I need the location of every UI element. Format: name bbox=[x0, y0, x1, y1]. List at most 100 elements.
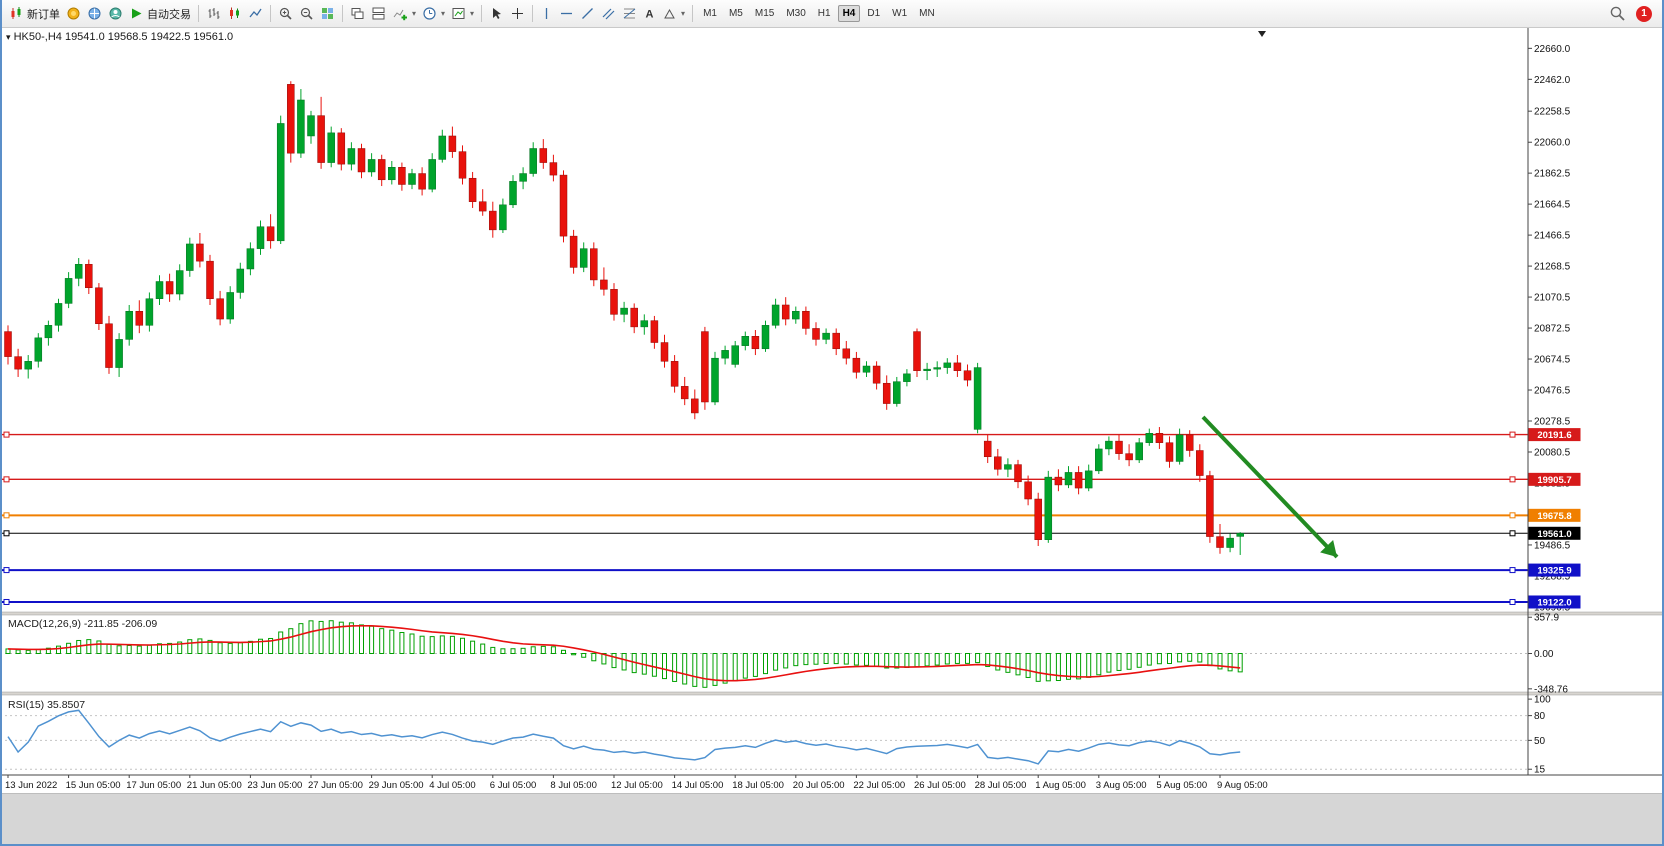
crosshair-button[interactable] bbox=[507, 3, 528, 25]
cursor-icon bbox=[493, 8, 502, 19]
window-footer bbox=[0, 793, 1664, 846]
toolbar-separator bbox=[692, 5, 694, 22]
svg-text:8 Jul 05:00: 8 Jul 05:00 bbox=[550, 780, 596, 791]
toolbar-separator bbox=[481, 5, 483, 22]
rsi-indicator-label: RSI(15) 35.8507 bbox=[8, 699, 86, 711]
svg-text:5 Aug 05:00: 5 Aug 05:00 bbox=[1156, 780, 1207, 791]
svg-text:20278.5: 20278.5 bbox=[1534, 417, 1571, 428]
fibonacci-tool-button[interactable] bbox=[619, 3, 640, 25]
tile-horizontal-button[interactable] bbox=[368, 3, 389, 25]
tile-horizontal-icon bbox=[372, 7, 385, 20]
svg-text:13 Jun 2022: 13 Jun 2022 bbox=[5, 780, 57, 791]
market-watch-button[interactable] bbox=[63, 3, 84, 25]
auto-trading-button[interactable]: 自动交易 bbox=[126, 3, 194, 25]
svg-text:19486.5: 19486.5 bbox=[1534, 540, 1571, 551]
text-tool-icon: A bbox=[646, 9, 654, 21]
collapse-indicator-icon[interactable]: ▾ bbox=[6, 32, 11, 42]
svg-text:6 Jul 05:00: 6 Jul 05:00 bbox=[490, 780, 536, 791]
timeframe-m15-button[interactable]: M15 bbox=[754, 8, 775, 19]
toolbar-right-group: 1 bbox=[1609, 5, 1658, 22]
cascade-windows-button[interactable] bbox=[347, 3, 368, 25]
timeframe-d1-button[interactable]: D1 bbox=[867, 8, 881, 19]
svg-text:21070.5: 21070.5 bbox=[1534, 293, 1571, 304]
channel-icon bbox=[602, 8, 615, 20]
timeframe-h1-button[interactable]: H1 bbox=[817, 8, 831, 19]
svg-text:23 Jun 05:00: 23 Jun 05:00 bbox=[247, 780, 302, 791]
vertical-line-tool-button[interactable] bbox=[537, 3, 556, 25]
template-icon bbox=[452, 8, 465, 19]
tile-windows-button[interactable] bbox=[317, 3, 338, 25]
svg-text:3 Aug 05:00: 3 Aug 05:00 bbox=[1096, 780, 1147, 791]
svg-text:18 Jul 05:00: 18 Jul 05:00 bbox=[732, 780, 784, 791]
toolbar-separator bbox=[532, 5, 534, 22]
chart-area: 357.9 0.00 -348.76 100 80 50 15 13 Jun 2022 15 J… bbox=[0, 28, 1664, 793]
svg-text:20191.6: 20191.6 bbox=[1537, 430, 1571, 441]
svg-text:A: A bbox=[646, 9, 654, 21]
svg-text:357.9: 357.9 bbox=[1534, 613, 1559, 624]
horizontal-line-tool-button[interactable] bbox=[556, 3, 577, 25]
bar-chart-icon bbox=[208, 8, 220, 19]
svg-text:20674.5: 20674.5 bbox=[1534, 355, 1571, 366]
fibonacci-icon bbox=[623, 8, 636, 19]
shapes-tool-button[interactable]: ▾ bbox=[659, 3, 688, 25]
channel-tool-button[interactable] bbox=[598, 3, 619, 25]
template-button[interactable]: ▾ bbox=[448, 3, 477, 25]
svg-text:27 Jun 05:00: 27 Jun 05:00 bbox=[308, 780, 363, 791]
data-window-button[interactable] bbox=[84, 3, 105, 25]
svg-text:21862.5: 21862.5 bbox=[1534, 169, 1571, 180]
auto-trading-icon bbox=[132, 8, 142, 19]
svg-text:19325.9: 19325.9 bbox=[1537, 566, 1571, 577]
zoom-out-button[interactable] bbox=[296, 3, 317, 25]
dropdown-caret-icon: ▾ bbox=[681, 9, 686, 18]
timeframe-group: M1 M5 M15 M30 H1 H4 D1 W1 MN bbox=[697, 5, 941, 22]
svg-text:19675.8: 19675.8 bbox=[1537, 511, 1571, 522]
svg-text:22258.5: 22258.5 bbox=[1534, 107, 1571, 118]
svg-text:17 Jun 05:00: 17 Jun 05:00 bbox=[126, 780, 181, 791]
data-window-icon bbox=[88, 7, 101, 20]
svg-text:28 Jul 05:00: 28 Jul 05:00 bbox=[975, 780, 1027, 791]
crosshair-icon bbox=[512, 8, 524, 19]
bar-chart-button[interactable] bbox=[203, 3, 224, 25]
svg-text:50: 50 bbox=[1534, 736, 1546, 747]
svg-text:29 Jun 05:00: 29 Jun 05:00 bbox=[369, 780, 424, 791]
zoom-in-icon bbox=[279, 7, 292, 20]
svg-text:100: 100 bbox=[1534, 695, 1551, 706]
svg-text:22 Jul 05:00: 22 Jul 05:00 bbox=[853, 780, 905, 791]
text-tool-button[interactable]: A bbox=[640, 3, 659, 25]
line-chart-icon bbox=[249, 8, 262, 18]
svg-text:-348.76: -348.76 bbox=[1534, 684, 1568, 695]
notification-badge[interactable]: 1 bbox=[1636, 5, 1652, 22]
community-button[interactable] bbox=[105, 3, 126, 25]
timeframe-m30-button[interactable]: M30 bbox=[786, 8, 806, 19]
candle-chart-icon bbox=[230, 7, 239, 19]
svg-text:21 Jun 05:00: 21 Jun 05:00 bbox=[187, 780, 242, 791]
toolbar-separator bbox=[198, 5, 199, 22]
trendline-tool-button[interactable] bbox=[577, 3, 598, 25]
svg-text:19561.0: 19561.0 bbox=[1537, 529, 1571, 540]
zoom-in-button[interactable] bbox=[275, 3, 296, 25]
add-indicator-button[interactable]: ▾ bbox=[389, 3, 419, 25]
candle-chart-button[interactable] bbox=[224, 3, 245, 25]
new-order-button[interactable]: 新订单 bbox=[6, 3, 63, 25]
svg-text:15 Jun 05:00: 15 Jun 05:00 bbox=[66, 780, 121, 791]
timeframe-w1-button[interactable]: W1 bbox=[892, 8, 908, 19]
cursor-button[interactable] bbox=[486, 3, 507, 25]
search-icon[interactable] bbox=[1609, 5, 1626, 22]
dropdown-caret-icon: ▾ bbox=[470, 9, 475, 18]
line-chart-button[interactable] bbox=[245, 3, 266, 25]
svg-text:14 Jul 05:00: 14 Jul 05:00 bbox=[672, 780, 724, 791]
svg-text:15: 15 bbox=[1534, 765, 1546, 776]
auto-trading-label: 自动交易 bbox=[147, 8, 191, 21]
symbol-ohlc-text: HK50-,H4 19541.0 19568.5 19422.5 19561.0 bbox=[13, 31, 234, 43]
timeframe-m5-button[interactable]: M5 bbox=[728, 8, 743, 19]
toolbar-separator bbox=[342, 5, 343, 22]
period-button[interactable]: ▾ bbox=[419, 3, 448, 25]
timeframe-m1-button[interactable]: M1 bbox=[703, 8, 717, 19]
timeframe-h4-button[interactable]: H4 bbox=[837, 5, 861, 22]
timeframe-mn-button[interactable]: MN bbox=[919, 8, 935, 19]
symbol-ohlc-label: ▾ HK50-,H4 19541.0 19568.5 19422.5 19561… bbox=[6, 31, 233, 43]
macd-indicator-label: MACD(12,26,9) -211.85 -206.09 bbox=[8, 618, 158, 630]
svg-text:80: 80 bbox=[1534, 711, 1546, 722]
svg-text:9 Aug 05:00: 9 Aug 05:00 bbox=[1217, 780, 1268, 791]
